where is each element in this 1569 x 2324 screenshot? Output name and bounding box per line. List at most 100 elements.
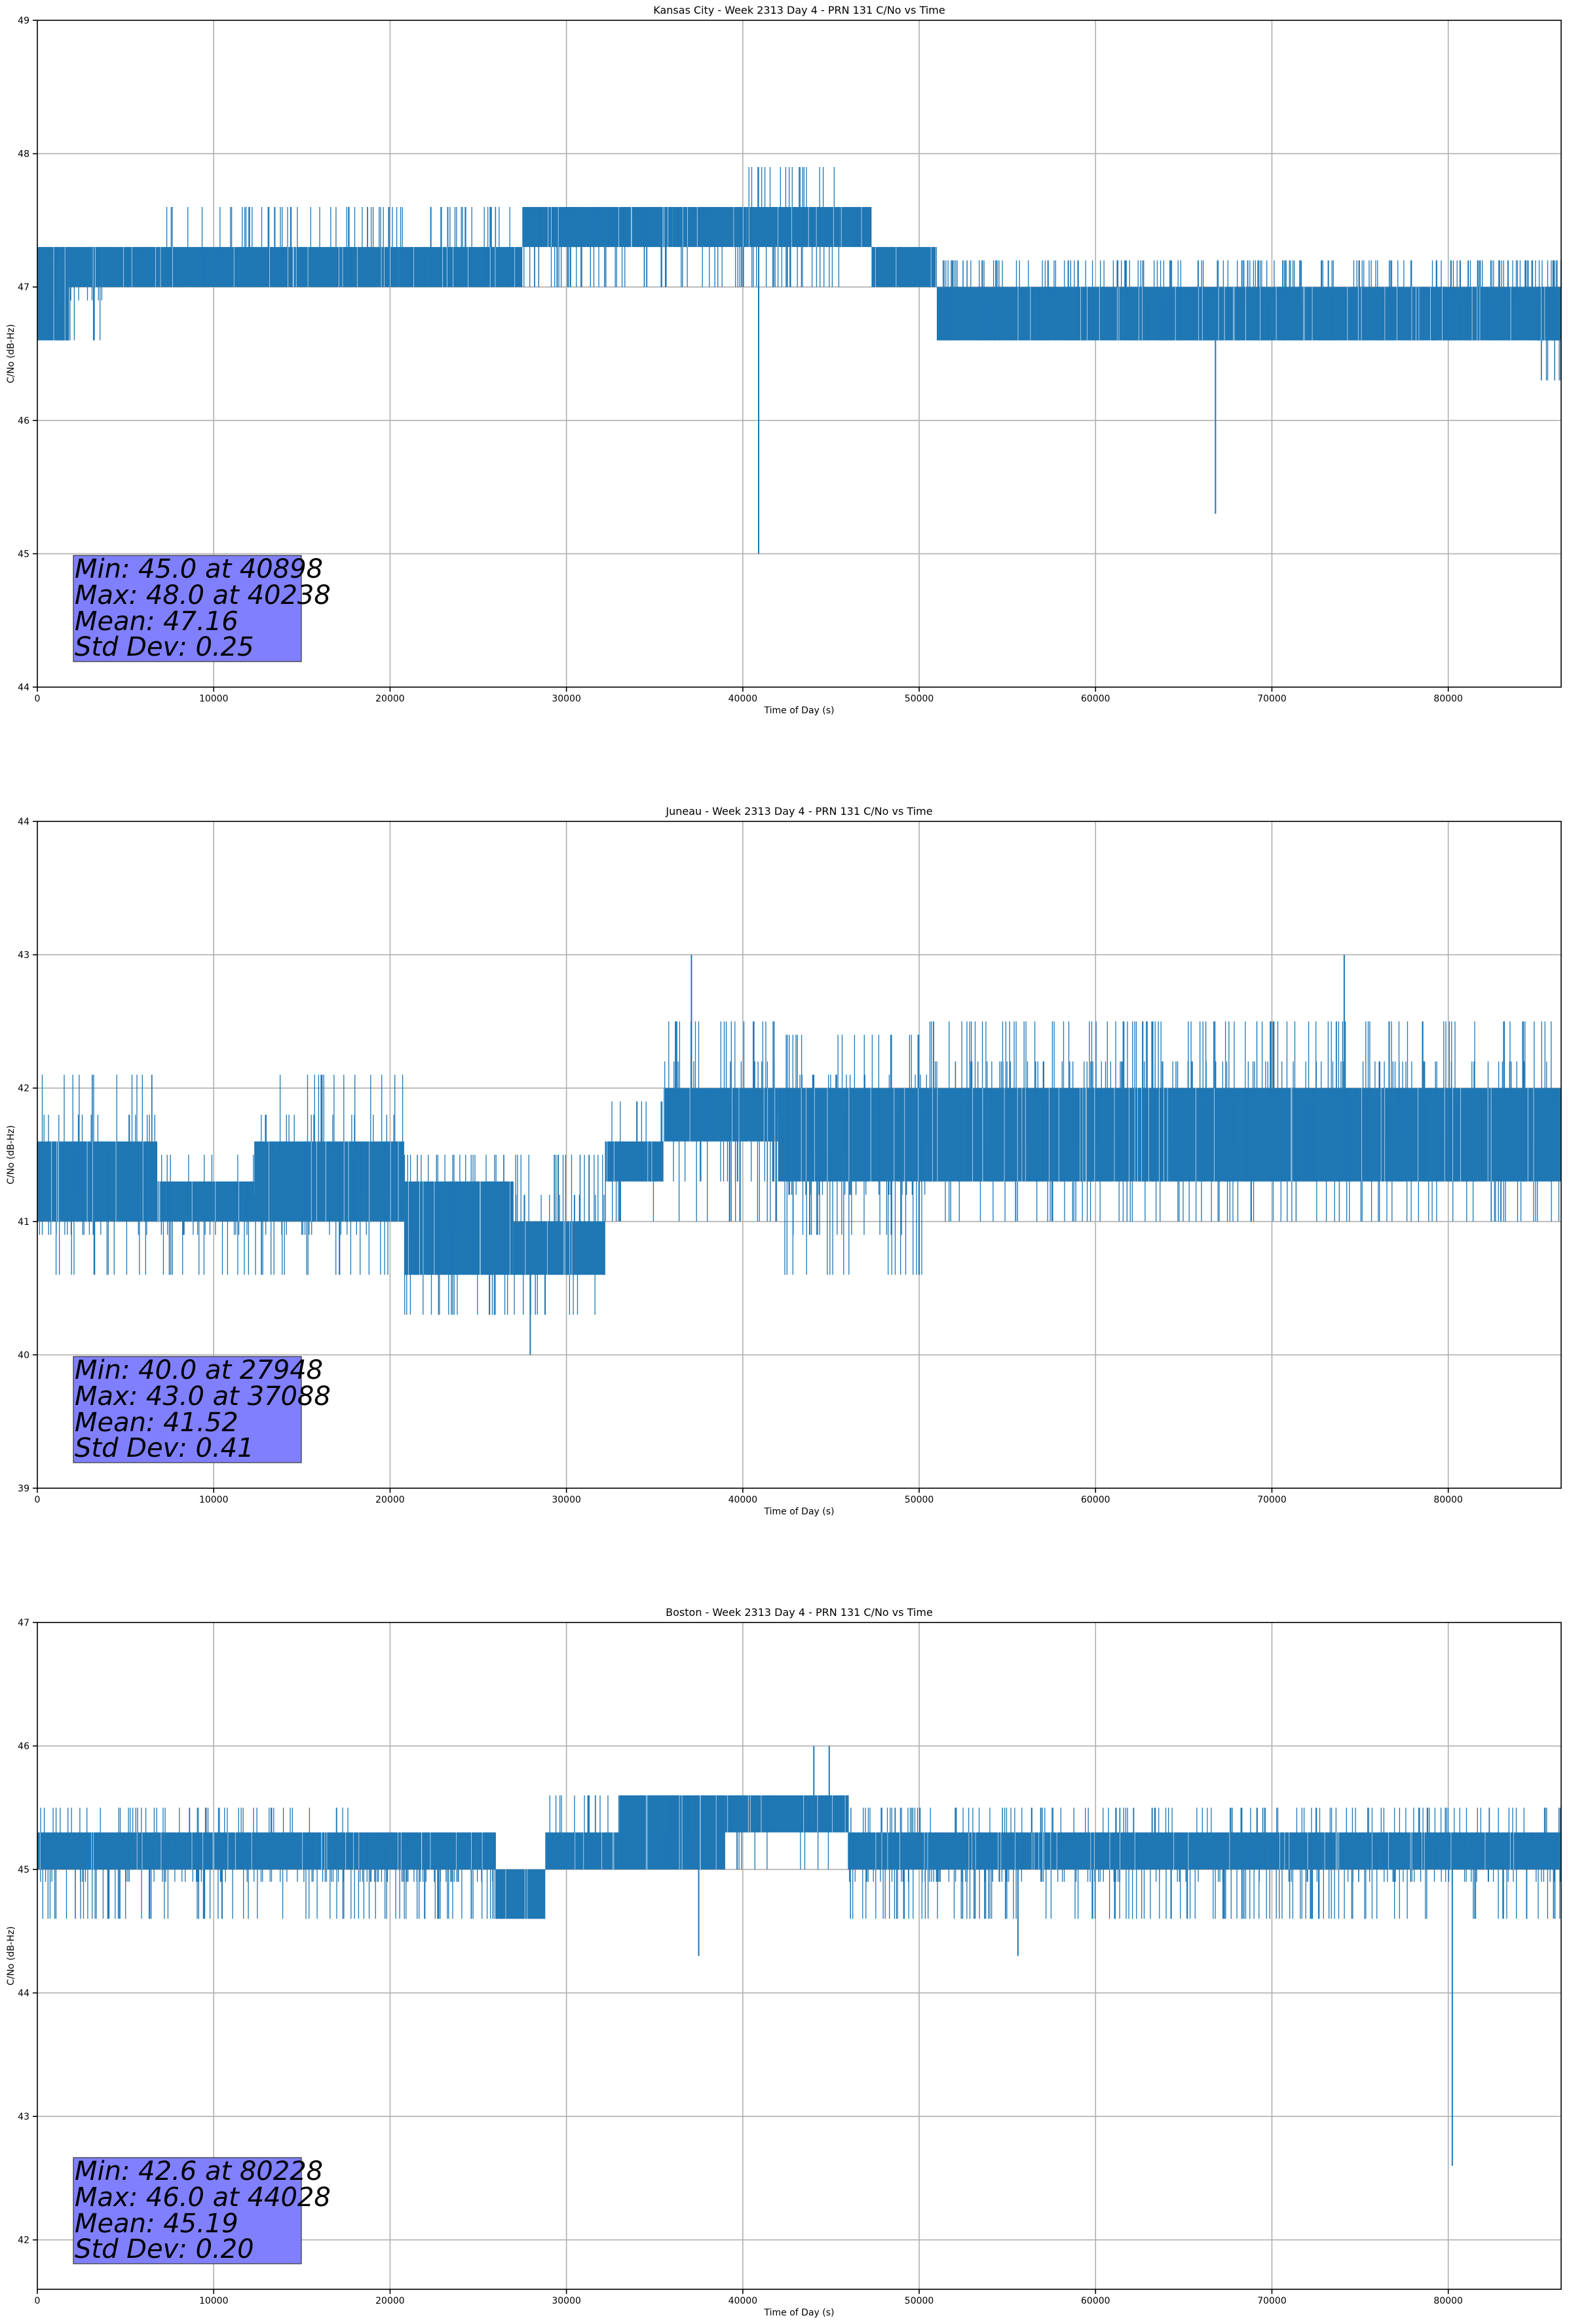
cno-band <box>545 1832 620 1870</box>
cno-band <box>398 247 523 288</box>
stats-box-background <box>73 1356 302 1463</box>
chart-title: Kansas City - Week 2313 Day 4 - PRN 131 … <box>653 4 945 16</box>
stats-min: Min: 42.6 at 80228 <box>75 2156 323 2186</box>
cno-excursions <box>39 1807 355 1919</box>
stats-min: Min: 40.0 at 27948 <box>75 1355 323 1385</box>
cno-excursions <box>161 1155 254 1275</box>
cno-band <box>746 207 840 248</box>
chart-title: Juneau - Week 2313 Day 4 - PRN 131 C/No … <box>665 805 932 817</box>
stats-box-background <box>73 2157 302 2264</box>
y-tick-label: 45 <box>18 1865 29 1875</box>
cno-excursions <box>514 1155 605 1315</box>
cno-band <box>871 247 937 288</box>
data-series <box>37 954 1561 1355</box>
cno-excursions <box>730 1795 849 1869</box>
cno-band-gaps <box>358 1832 483 1869</box>
cno-band-gaps <box>682 207 744 248</box>
cno-excursions <box>620 1795 722 1869</box>
cno-band <box>725 1795 849 1833</box>
x-tick-label: 60000 <box>1081 2296 1110 2306</box>
cno-excursions <box>103 247 153 288</box>
cno-band <box>354 1141 404 1222</box>
x-tick-label: 10000 <box>199 1495 229 1505</box>
cno-band <box>495 1869 546 1919</box>
cno-band-gaps <box>157 1181 239 1222</box>
cno-excursions <box>848 1807 1561 1919</box>
x-tick-label: 30000 <box>552 2296 581 2306</box>
x-tick-label: 10000 <box>199 2296 229 2306</box>
stats-max: Max: 43.0 at 37088 <box>75 1381 331 1412</box>
x-tick-label: 40000 <box>728 694 758 704</box>
grid-lines <box>37 20 1561 687</box>
chart-title: Boston - Week 2313 Day 4 - PRN 131 C/No … <box>666 1606 933 1619</box>
cno-excursions <box>937 260 1562 341</box>
x-axis-label: Time of Day (s) <box>764 2308 835 2318</box>
axes-frame <box>37 20 1562 688</box>
y-tick-label: 43 <box>18 2112 29 2122</box>
cno-excursions <box>254 1074 355 1275</box>
y-tick-label: 41 <box>18 1217 29 1228</box>
cno-band-gaps <box>548 207 669 248</box>
x-tick-label: 10000 <box>199 694 229 704</box>
x-tick-label: 80000 <box>1433 694 1463 704</box>
y-tick-label: 48 <box>18 149 29 160</box>
stats-mean: Mean: 45.19 <box>75 2209 238 2239</box>
x-tick-label: 40000 <box>728 1495 758 1505</box>
stats-box: Min: 45.0 at 40898 Max: 48.0 at 40238 Me… <box>73 554 331 662</box>
x-tick-label: 20000 <box>375 2296 405 2306</box>
x-tick-label: 0 <box>35 694 41 704</box>
data-series <box>37 167 1562 554</box>
y-tick-label: 39 <box>18 1484 29 1494</box>
axes-frame <box>37 1622 1562 2290</box>
cno-band <box>37 1141 158 1222</box>
y-tick-label: 42 <box>18 1083 29 1094</box>
cno-excursions <box>354 1832 497 1919</box>
cno-band-gaps <box>269 1141 349 1222</box>
x-tick-label: 30000 <box>552 1495 581 1505</box>
cno-excursions <box>40 247 69 341</box>
cno-band-gaps <box>92 247 96 288</box>
cno-band <box>404 1181 514 1275</box>
x-tick-label: 80000 <box>1433 1495 1463 1505</box>
stats-max: Max: 48.0 at 40238 <box>75 580 331 610</box>
x-tick-label: 30000 <box>552 694 581 704</box>
y-tick-label: 46 <box>18 416 29 426</box>
cno-band-gaps <box>748 207 834 248</box>
panel-boston: 0 10000 20000 30000 40000 50000 60000 70000 8000… <box>6 1606 1562 2318</box>
cno-band <box>161 247 399 288</box>
x-tick-label: 70000 <box>1257 694 1287 704</box>
cno-band-gaps <box>841 207 862 248</box>
stats-std-dev: Std Dev: 0.41 <box>75 1433 254 1463</box>
cno-band-gaps <box>801 1088 919 1182</box>
cno-band-gaps <box>51 1141 143 1222</box>
x-tick-label: 50000 <box>905 694 934 704</box>
stats-box-background <box>73 555 302 662</box>
x-tick-label: 20000 <box>375 1495 405 1505</box>
axes-frame <box>37 821 1562 1489</box>
x-tick-label: 20000 <box>375 694 405 704</box>
y-tick-label: 42 <box>18 2236 29 2246</box>
cno-band-gaps <box>875 247 936 288</box>
cno-band <box>936 287 1561 341</box>
y-tick-label: 44 <box>18 817 29 827</box>
y-tick-label: 43 <box>18 950 29 961</box>
y-tick-label: 46 <box>18 1742 29 1752</box>
x-tick-label: 70000 <box>1257 1495 1287 1505</box>
cno-band <box>157 1181 255 1222</box>
y-axis-label: C/No (dB-Hz) <box>6 1926 16 1985</box>
cno-excursions <box>39 1074 156 1275</box>
cno-band-gaps <box>1541 287 1545 341</box>
stats-mean: Mean: 47.16 <box>75 607 238 637</box>
cno-band-gaps <box>664 1088 776 1142</box>
cno-excursions <box>778 1034 928 1275</box>
stats-std-dev: Std Dev: 0.20 <box>75 2234 254 2264</box>
stats-box: Min: 42.6 at 80228 Max: 46.0 at 44028 Me… <box>73 2156 331 2264</box>
panel-juneau: 0 10000 20000 30000 40000 50000 60000 70000 8000… <box>6 805 1562 1517</box>
x-tick-label: 60000 <box>1081 694 1110 704</box>
y-tick-label: 44 <box>18 683 29 693</box>
stats-std-dev: Std Dev: 0.25 <box>75 632 254 662</box>
x-axis-label: Time of Day (s) <box>764 1507 835 1517</box>
stats-max: Max: 46.0 at 44028 <box>75 2183 331 2213</box>
y-tick-label: 47 <box>18 282 29 293</box>
